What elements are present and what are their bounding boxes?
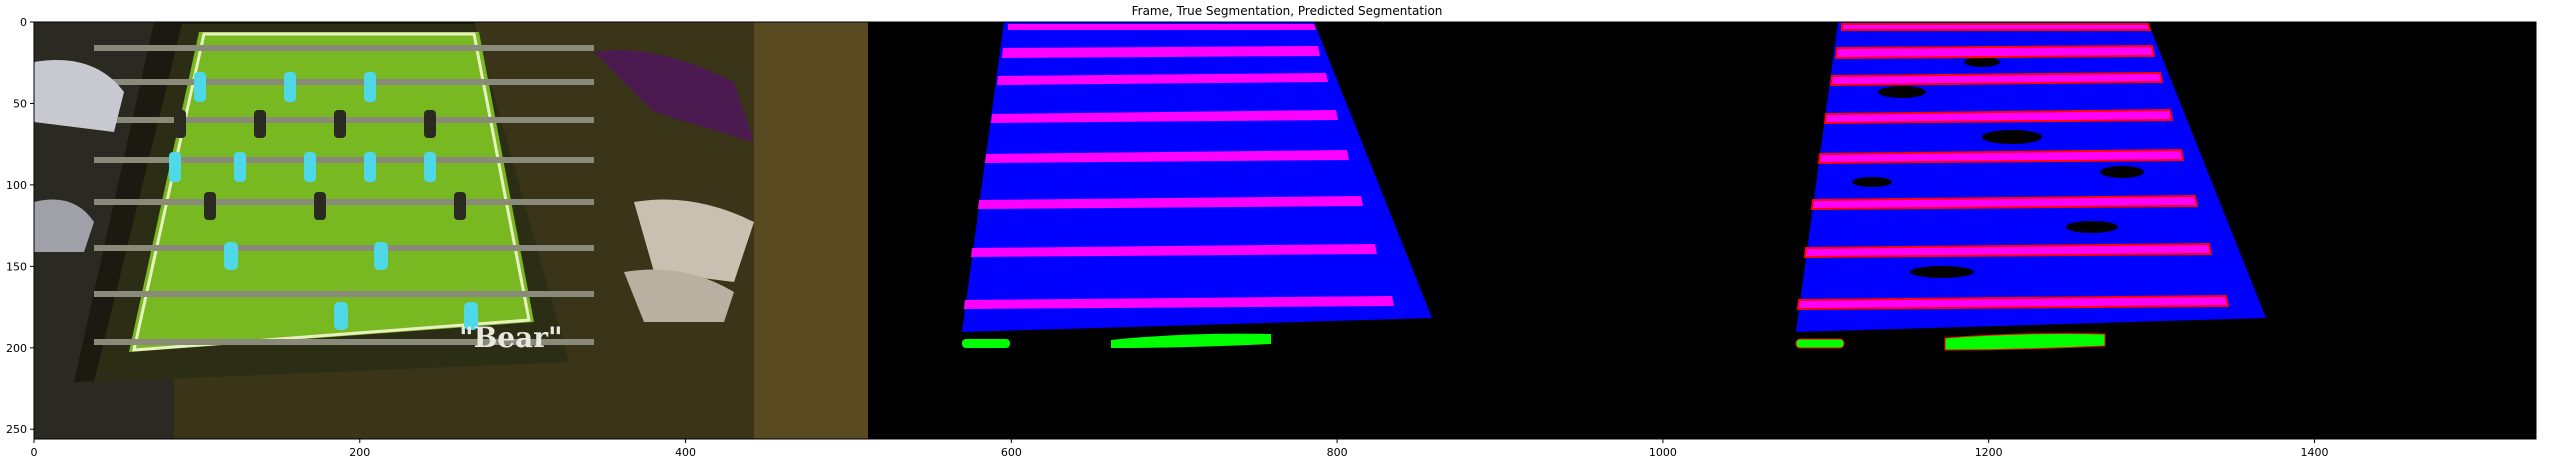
x-tick-label: 200 bbox=[349, 446, 370, 459]
y-tick-label: 250 bbox=[6, 423, 27, 436]
y-tick-label: 100 bbox=[6, 179, 27, 192]
x-tick-label: 0 bbox=[31, 446, 38, 459]
x-tick-label: 600 bbox=[1001, 446, 1022, 459]
y-tick-label: 50 bbox=[13, 97, 27, 110]
frame-panel: "Bear" bbox=[34, 22, 868, 439]
y-tick-label: 0 bbox=[20, 16, 27, 29]
x-tick-label: 1200 bbox=[1975, 446, 2003, 459]
y-tick-label: 150 bbox=[6, 260, 27, 273]
svg-text:"Bear": "Bear" bbox=[459, 321, 563, 354]
plot-area: "Bear" bbox=[34, 22, 2536, 439]
axes-frame bbox=[33, 21, 2537, 440]
axes: 0 200 400 600 800 1000 1200 1400 0 50 100 150 200 250 bbox=[6, 16, 2537, 459]
x-tick-label: 400 bbox=[675, 446, 696, 459]
y-tick-label: 200 bbox=[6, 342, 27, 355]
x-tick-label: 800 bbox=[1327, 446, 1348, 459]
x-tick-label: 1000 bbox=[1649, 446, 1677, 459]
predicted-segmentation-panel bbox=[1702, 22, 2536, 439]
true-segmentation-panel bbox=[868, 22, 1702, 439]
chart-title: Frame, True Segmentation, Predicted Segm… bbox=[1132, 4, 1443, 18]
x-tick-label: 1400 bbox=[2300, 446, 2328, 459]
